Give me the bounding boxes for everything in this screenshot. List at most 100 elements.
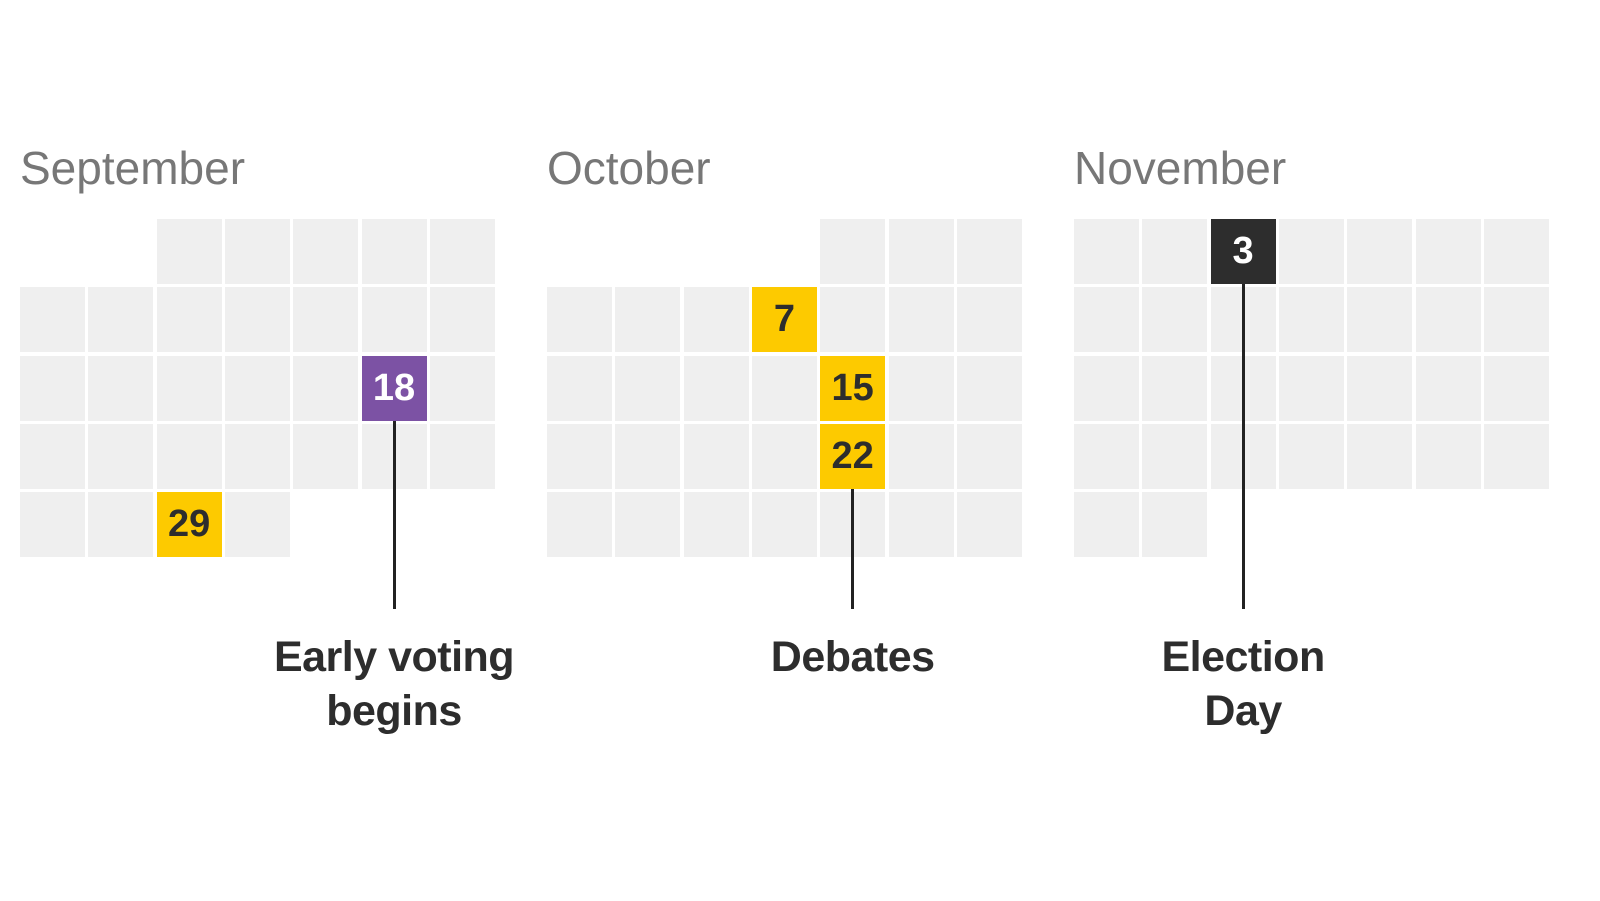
day-cell — [1483, 219, 1549, 284]
event-label: Debates — [693, 630, 1013, 684]
day-cell — [547, 492, 612, 558]
day-cell — [361, 219, 427, 284]
day-cell — [615, 423, 681, 489]
day-cell — [1074, 219, 1139, 284]
day-cell — [956, 219, 1022, 284]
day-cell — [1074, 287, 1139, 353]
month-title: September — [20, 142, 246, 194]
day-cell — [615, 492, 681, 558]
day-cell — [156, 287, 222, 353]
day-cell — [1142, 287, 1208, 353]
event-label-line: begins — [326, 687, 462, 735]
month-title: November — [1074, 142, 1287, 194]
day-cell — [820, 219, 886, 284]
day-cell — [88, 287, 154, 353]
day-cell — [1483, 287, 1549, 353]
day-cell — [956, 423, 1022, 489]
day-cell — [224, 287, 290, 353]
highlighted-day-cell: 29 — [156, 492, 222, 558]
day-cell — [888, 423, 954, 489]
month-october: October 7 15 22 Debates — [547, 140, 1023, 740]
event-label: Election Day — [1083, 630, 1403, 738]
day-cell — [956, 355, 1022, 421]
day-cell — [1074, 423, 1139, 489]
day-cell — [1278, 219, 1344, 284]
day-cell — [1415, 355, 1481, 421]
day-cell — [224, 219, 290, 284]
day-cell — [683, 492, 749, 558]
event-label-line: Debates — [770, 633, 935, 681]
event-label-line: Day — [1204, 687, 1282, 735]
day-cell — [1347, 355, 1413, 421]
calendar-grid: 18 29 — [20, 219, 496, 559]
day-cell — [888, 287, 954, 353]
day-cell — [547, 287, 612, 353]
day-cell — [1142, 219, 1208, 284]
day-cell — [1142, 355, 1208, 421]
day-cell — [1415, 219, 1481, 284]
day-cell — [429, 423, 495, 489]
day-cell — [156, 219, 222, 284]
day-cell — [888, 492, 954, 558]
highlighted-day-cell: 18 — [361, 355, 427, 421]
day-cell — [1415, 423, 1481, 489]
day-cell — [1142, 492, 1208, 558]
day-cell — [683, 423, 749, 489]
day-cell — [224, 492, 290, 558]
event-label-line: Early voting — [273, 633, 515, 681]
day-cell — [1074, 492, 1139, 558]
leader-line — [1241, 284, 1245, 609]
day-cell — [1483, 355, 1549, 421]
day-cell — [1142, 423, 1208, 489]
day-cell — [1278, 287, 1344, 353]
calendar-grid: 7 15 22 — [547, 219, 1023, 559]
day-cell — [293, 423, 359, 489]
day-cell — [293, 219, 359, 284]
day-cell — [1415, 287, 1481, 353]
day-cell — [224, 355, 290, 421]
day-cell — [429, 287, 495, 353]
leader-line — [851, 488, 855, 609]
highlighted-day-cell: 22 — [820, 423, 886, 489]
day-cell — [156, 355, 222, 421]
day-cell — [547, 423, 612, 489]
day-cell — [361, 287, 427, 353]
day-cell — [547, 355, 612, 421]
day-cell — [683, 287, 749, 353]
day-cell — [888, 219, 954, 284]
day-cell — [20, 423, 85, 489]
day-cell — [820, 287, 886, 353]
day-cell — [1347, 219, 1413, 284]
highlighted-day-cell: 3 — [1210, 219, 1276, 284]
day-cell — [956, 492, 1022, 558]
month-november: November 3 Election Day — [1074, 140, 1550, 740]
day-cell — [615, 287, 681, 353]
day-cell — [20, 355, 85, 421]
day-cell — [429, 219, 495, 284]
calendar-grid: 3 — [1074, 219, 1550, 559]
day-cell — [956, 287, 1022, 353]
day-cell — [1347, 287, 1413, 353]
month-september: September 18 29 Early voting begins — [20, 140, 515, 740]
highlighted-day-cell: 15 — [820, 355, 886, 421]
day-cell — [1347, 423, 1413, 489]
day-cell — [88, 423, 154, 489]
day-cell — [88, 355, 154, 421]
day-cell — [20, 492, 85, 558]
day-cell — [888, 355, 954, 421]
highlighted-day-cell: 7 — [751, 287, 817, 353]
day-cell — [615, 355, 681, 421]
day-cell — [1483, 423, 1549, 489]
day-cell — [1278, 423, 1344, 489]
event-label: Early voting begins — [234, 630, 554, 738]
day-cell — [156, 423, 222, 489]
day-cell — [751, 492, 817, 558]
day-cell — [20, 287, 85, 353]
day-cell — [683, 355, 749, 421]
day-cell — [1074, 355, 1139, 421]
day-cell — [293, 287, 359, 353]
day-cell — [751, 355, 817, 421]
event-label-line: Election — [1161, 633, 1325, 681]
day-cell — [88, 492, 154, 558]
day-cell — [224, 423, 290, 489]
